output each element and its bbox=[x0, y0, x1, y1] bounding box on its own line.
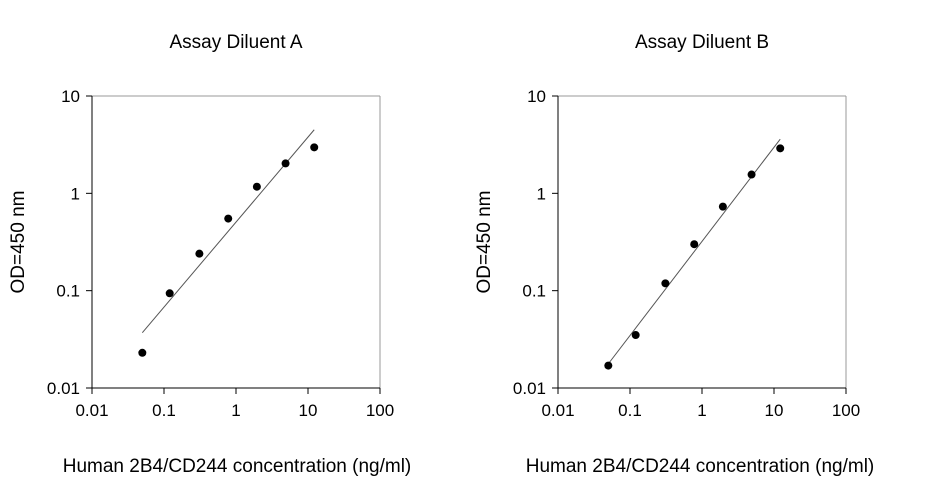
y-tick-label: 10 bbox=[527, 87, 546, 106]
x-axis-label: Human 2B4/CD244 concentration (ng/ml) bbox=[526, 456, 875, 477]
y-tick-label: 0.01 bbox=[47, 379, 80, 398]
y-tick-label: 0.01 bbox=[513, 379, 546, 398]
data-point bbox=[252, 182, 261, 191]
data-point bbox=[138, 348, 147, 357]
y-tick-label: 10 bbox=[61, 87, 80, 106]
x-tick-label: 0.1 bbox=[618, 401, 642, 420]
data-point bbox=[281, 159, 290, 168]
y-axis-label: OD=450 nm bbox=[474, 191, 495, 294]
data-point bbox=[747, 170, 756, 179]
x-tick-label: 1 bbox=[697, 401, 706, 420]
x-tick-label: 0.1 bbox=[152, 401, 176, 420]
x-tick-label: 1 bbox=[231, 401, 240, 420]
x-tick-label: 10 bbox=[765, 401, 784, 420]
data-point bbox=[690, 240, 699, 249]
data-point bbox=[224, 214, 233, 223]
data-point bbox=[310, 143, 319, 152]
x-tick-label: 0.01 bbox=[75, 401, 108, 420]
chart-title: Assay Diluent A bbox=[169, 32, 302, 53]
y-tick-label: 0.1 bbox=[522, 282, 546, 301]
y-axis-label: OD=450 nm bbox=[8, 191, 29, 294]
data-point bbox=[661, 279, 670, 288]
x-tick-label: 100 bbox=[832, 401, 860, 420]
y-tick-label: 0.1 bbox=[56, 282, 80, 301]
data-point bbox=[631, 331, 640, 340]
data-point bbox=[165, 289, 174, 298]
y-tick-label: 1 bbox=[537, 184, 546, 203]
data-point bbox=[604, 361, 613, 370]
x-tick-label: 100 bbox=[366, 401, 394, 420]
x-tick-label: 0.01 bbox=[541, 401, 574, 420]
plot-a: Assay Diluent A 0.01 0.1 1 10 100 0.01 0.1 1 10 OD… bbox=[8, 32, 411, 477]
fit-line bbox=[141, 129, 315, 334]
y-tick-label: 1 bbox=[71, 184, 80, 203]
data-point bbox=[776, 144, 785, 153]
x-axis-label: Human 2B4/CD244 concentration (ng/ml) bbox=[63, 456, 412, 477]
plot-b: Assay Diluent B 0.01 0.1 1 10 100 0.01 0.1 1 10 OD… bbox=[474, 32, 874, 477]
chart-title: Assay Diluent B bbox=[635, 32, 769, 53]
data-point bbox=[195, 249, 204, 258]
data-point bbox=[718, 202, 727, 211]
x-tick-label: 10 bbox=[299, 401, 318, 420]
